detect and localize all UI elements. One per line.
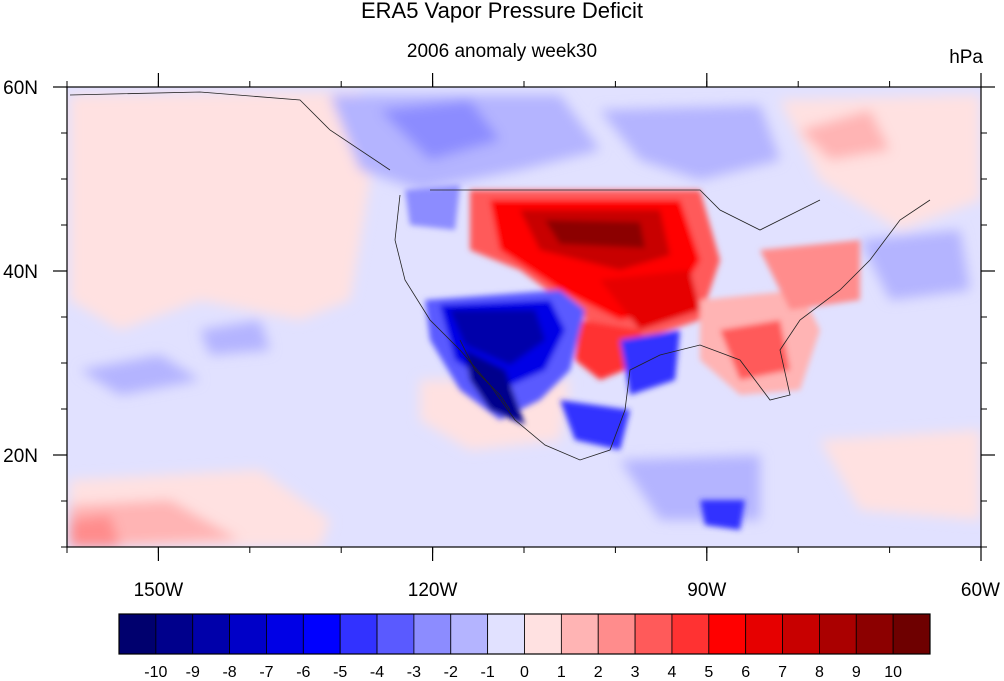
- colorbar-swatch: [524, 613, 562, 655]
- colorbar-label: -6: [296, 664, 310, 681]
- colorbar-label: -2: [444, 664, 458, 681]
- colorbar-swatch: [450, 613, 489, 655]
- colorbar-swatch: [413, 613, 452, 655]
- y-tick-label: 60N: [3, 78, 38, 99]
- colorbar-label: 1: [557, 664, 566, 681]
- anomaly-field: [67, 87, 981, 547]
- colorbar-swatch: [266, 613, 304, 655]
- colorbar-label: -4: [370, 664, 384, 681]
- colorbar-label: 5: [704, 664, 713, 681]
- colorbar-swatch: [855, 613, 894, 655]
- colorbar-swatch: [892, 613, 931, 655]
- x-tick-label: 150W: [134, 580, 184, 601]
- colorbar: -10 -9 -8 -7 -6 -5 -4 -3 -2 -1 0 1 2 3 4 5 6 7 8 9 10: [118, 613, 931, 681]
- x-tick-label: 90W: [687, 580, 726, 601]
- colorbar-swatch: [708, 613, 747, 655]
- colorbar-label: 8: [815, 664, 824, 681]
- colorbar-swatch: [634, 613, 673, 655]
- colorbar-label: -3: [407, 664, 421, 681]
- colorbar-swatch: [782, 613, 820, 655]
- colorbar-label: 3: [631, 664, 640, 681]
- colorbar-swatch: [560, 613, 599, 655]
- coastlines: [69, 91, 931, 461]
- colorbar-label: -10: [144, 664, 167, 681]
- colorbar-label: -1: [481, 664, 495, 681]
- colorbar-label: 2: [594, 664, 603, 681]
- y-tick-label: 40N: [3, 262, 38, 283]
- colorbar-swatch: [376, 613, 415, 655]
- x-tick-label: 60W: [961, 580, 1000, 601]
- colorbar-label: 9: [852, 664, 861, 681]
- y-tick-label: 20N: [3, 446, 38, 467]
- colorbar-label: -8: [222, 664, 236, 681]
- colorbar-swatch: [745, 613, 783, 655]
- chart-title: ERA5 Vapor Pressure Deficit: [361, 0, 643, 23]
- colorbar-label: 7: [778, 664, 787, 681]
- strong-anomaly-layer: [405, 185, 860, 530]
- axes: 150W 120W 90W 60W 20N 40N 60N: [3, 73, 1000, 601]
- colorbar-swatch: [339, 613, 378, 655]
- colorbar-label: 10: [884, 664, 902, 681]
- units-label: hPa: [949, 47, 983, 68]
- colorbar-swatch: [671, 613, 710, 655]
- colorbar-swatch: [302, 613, 341, 655]
- chart-subtitle: 2006 anomaly week30: [407, 41, 597, 62]
- colorbar-swatch: [597, 613, 636, 655]
- colorbar-label: 4: [668, 664, 677, 681]
- colorbar-label: 0: [520, 664, 529, 681]
- colorbar-label: -5: [333, 664, 347, 681]
- colorbar-swatch: [487, 613, 525, 655]
- colorbar-label: -9: [186, 664, 200, 681]
- colorbar-label: -7: [259, 664, 273, 681]
- colorbar-swatch: [192, 613, 230, 655]
- colorbar-label: 6: [741, 664, 750, 681]
- x-tick-label: 120W: [408, 580, 458, 601]
- colorbar-swatch: [118, 613, 157, 655]
- colorbar-swatch: [819, 613, 857, 655]
- colorbar-frame: [118, 613, 931, 655]
- colorbar-swatch: [229, 613, 267, 655]
- colorbar-swatch: [155, 613, 194, 655]
